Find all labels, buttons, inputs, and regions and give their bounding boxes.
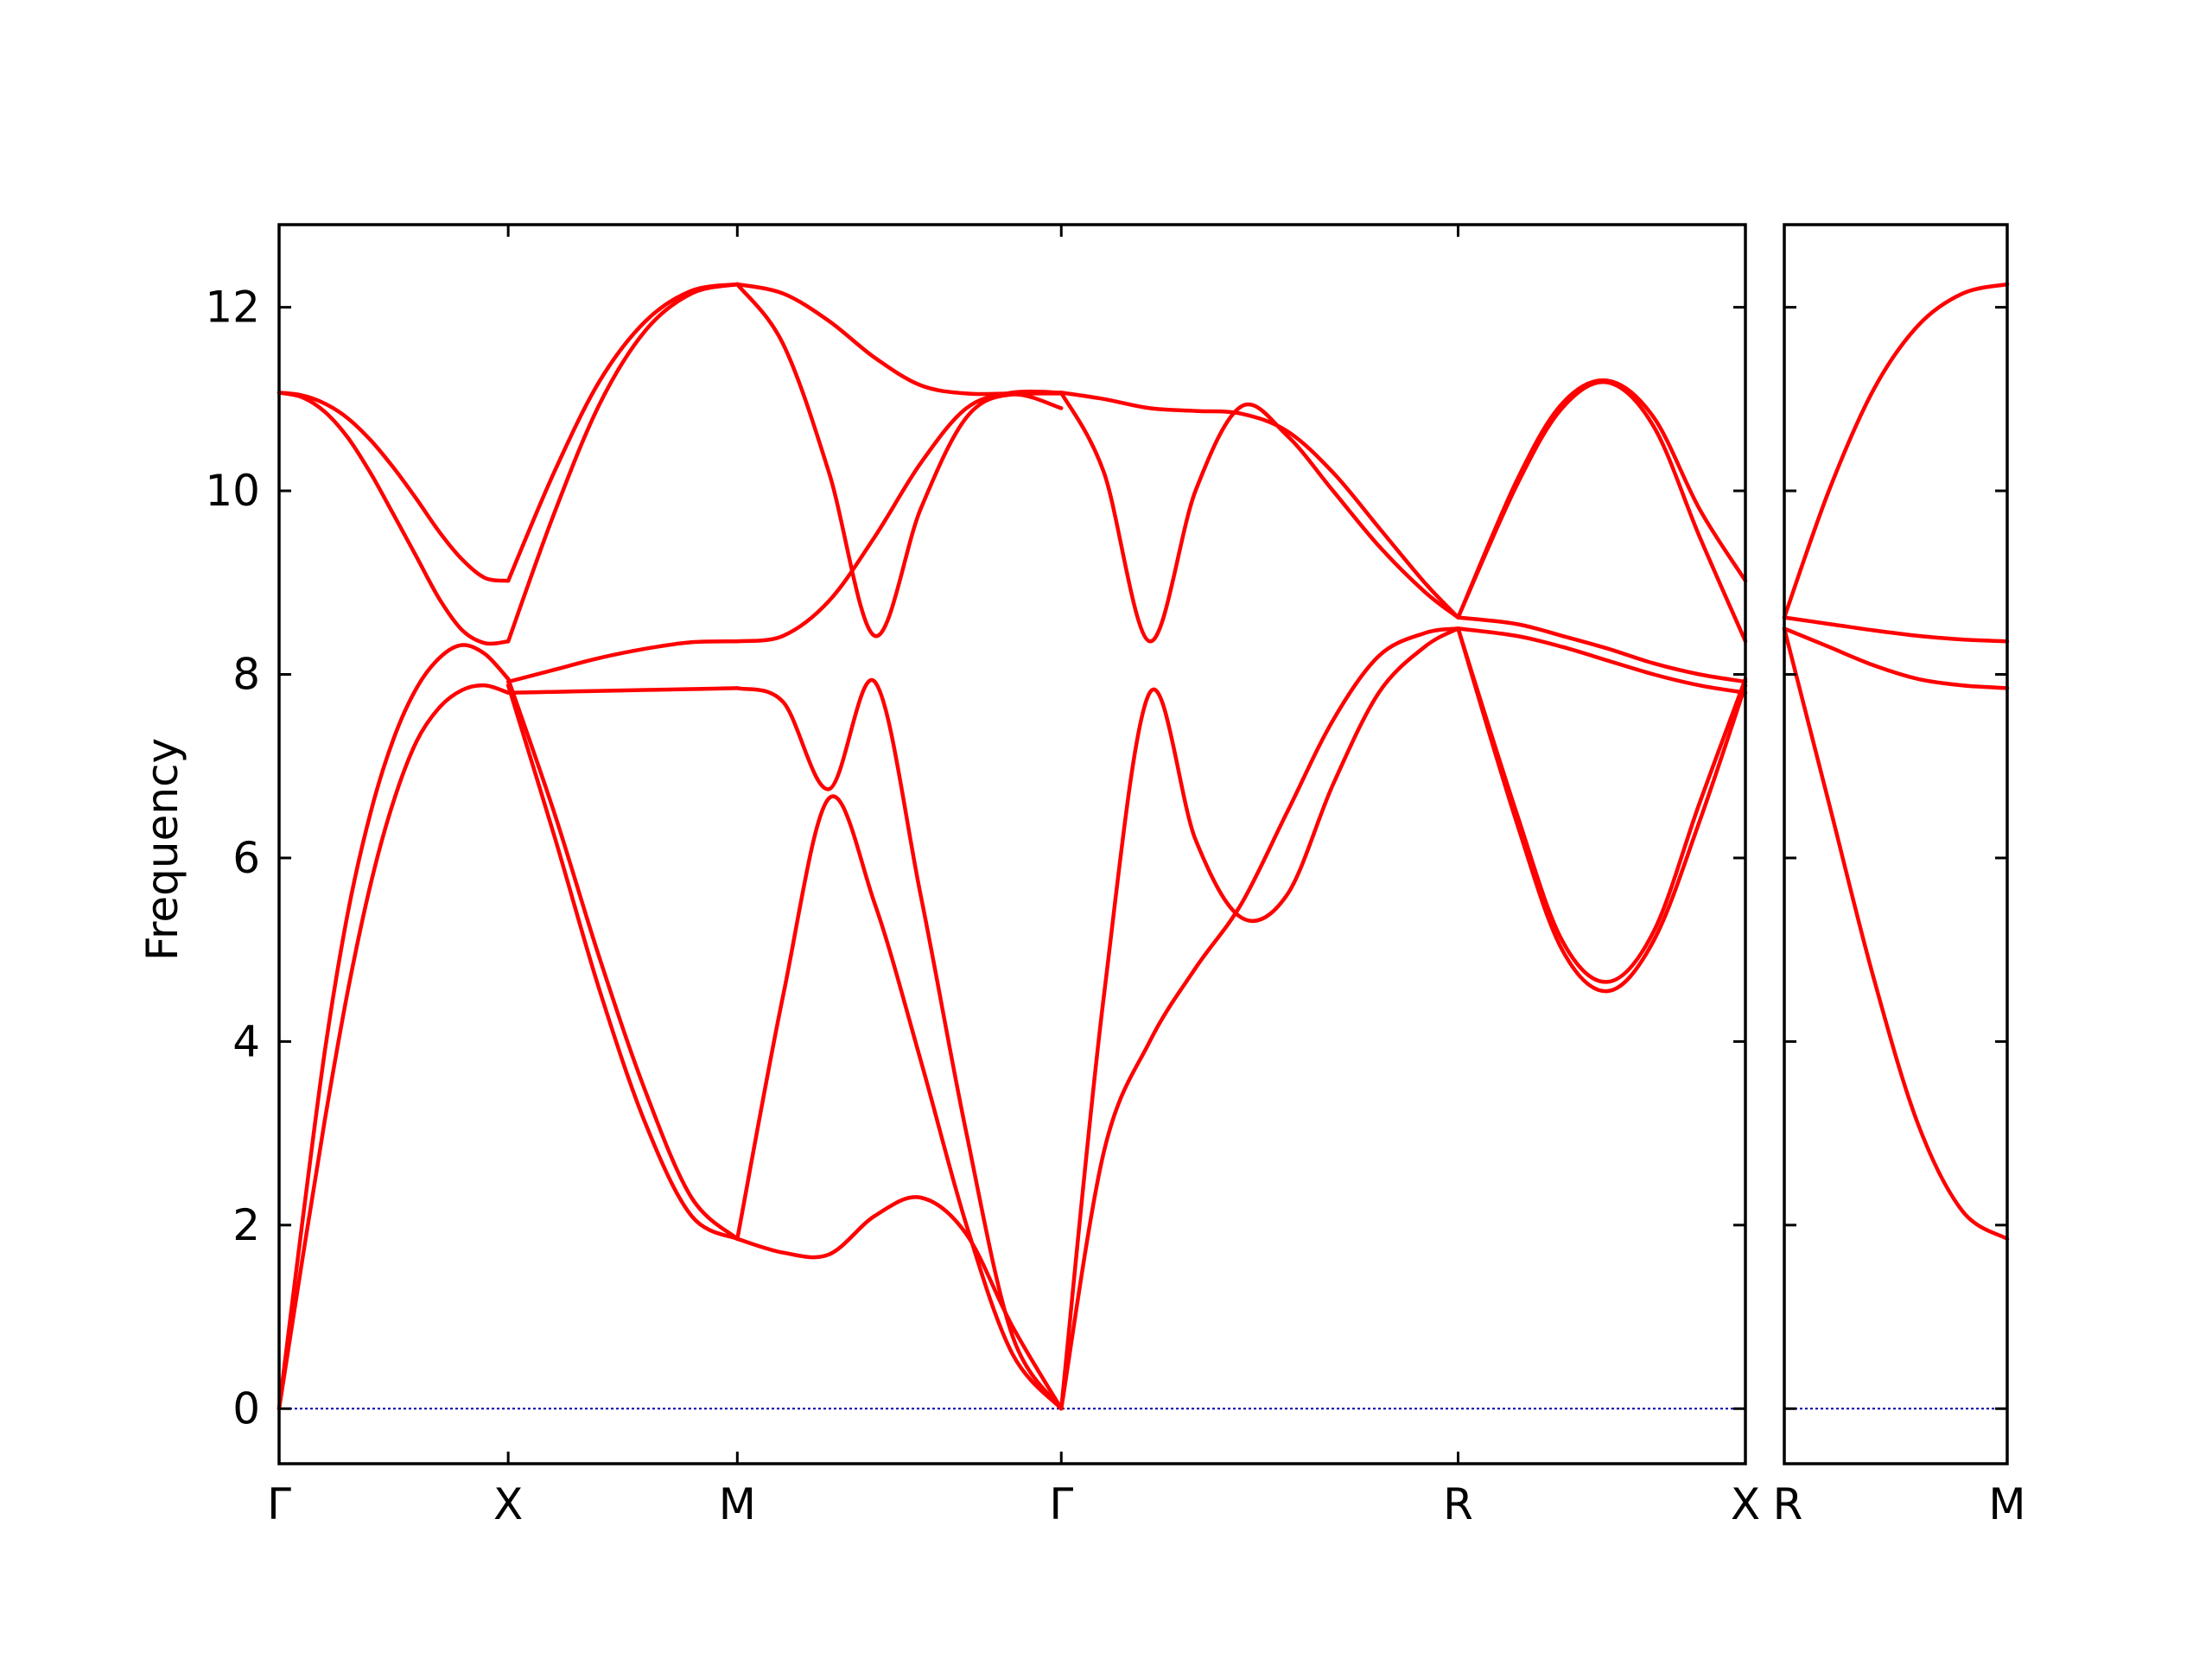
band-line-0-5	[505, 282, 740, 644]
x-tick-label-X: X	[493, 1479, 523, 1529]
y-tick-label: 8	[232, 649, 260, 699]
band-line-0-20	[1456, 378, 1748, 620]
band-line-1-1	[1782, 615, 2010, 644]
band-line-0-15	[735, 1195, 1064, 1411]
band-line-1-0	[1782, 282, 2010, 620]
x-tick-label-Γ: Γ	[1049, 1479, 1073, 1529]
band-line-0-10	[735, 282, 1064, 397]
x-tick-label-R: R	[1443, 1479, 1473, 1529]
band-line-0-11	[735, 282, 1064, 639]
x-tick-label-X: X	[1731, 1479, 1760, 1529]
y-tick-label: 2	[232, 1200, 260, 1250]
y-axis-label: Frequency	[137, 738, 188, 961]
y-tick-label: 10	[205, 466, 260, 516]
x-tick-label-M: M	[719, 1479, 756, 1529]
band-line-0-9	[505, 683, 740, 1242]
x-tick-label-Γ: Γ	[267, 1479, 291, 1529]
band-line-0-4	[505, 282, 740, 583]
band-line-0-0	[276, 391, 511, 646]
band-line-0-19	[1058, 626, 1460, 1411]
y-tick-label: 6	[232, 833, 260, 883]
band-panel-main: 0 2 4 6 8 10 12 Γ X M Γ R X	[205, 223, 1760, 1529]
plot-frame	[277, 223, 1747, 1465]
band-line-0-22	[1456, 615, 1748, 684]
band-line-0-16	[1058, 391, 1460, 620]
band-line-0-24	[1456, 626, 1748, 994]
band-line-0-8	[505, 677, 740, 1242]
band-line-0-3	[276, 643, 511, 1411]
y-tick-label: 12	[205, 283, 260, 333]
band-line-0-21	[1456, 379, 1748, 644]
band-line-0-23	[1456, 626, 1748, 695]
x-tick-label-M: M	[1988, 1479, 2025, 1529]
x-tick-label-R: R	[1773, 1479, 1803, 1529]
y-tick-label: 0	[232, 1383, 260, 1433]
band-line-0-13	[735, 677, 1064, 1411]
band-line-0-25	[1456, 626, 1748, 984]
band-line-0-14	[735, 794, 1064, 1411]
plot-frame	[1783, 223, 2009, 1465]
band-line-1-3	[1782, 626, 2010, 1242]
band-line-0-17	[1058, 391, 1460, 644]
y-tick-label: 4	[232, 1016, 260, 1066]
band-line-0-12	[735, 389, 1064, 644]
band-line-0-6	[505, 639, 740, 684]
band-line-0-7	[505, 686, 740, 695]
band-line-0-1	[276, 391, 511, 583]
band-line-0-18	[1058, 626, 1460, 1411]
band-line-0-2	[276, 683, 511, 1411]
band-line-1-2	[1782, 626, 2010, 690]
